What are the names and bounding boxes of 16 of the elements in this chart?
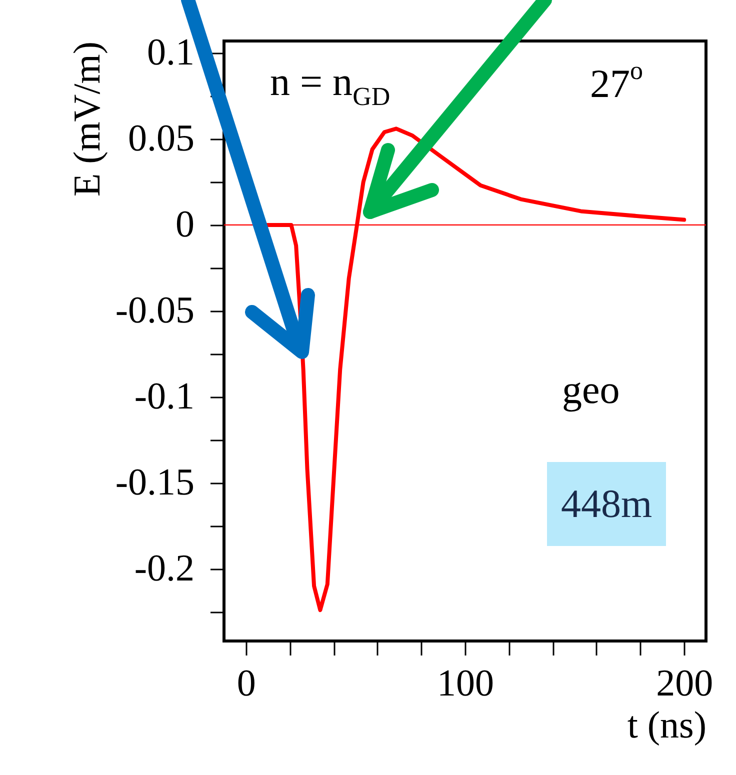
y-tick-label: -0.1 [134,375,194,418]
x-tick-label: 0 [236,662,256,704]
x-axis-title: t (ns) [627,704,706,746]
x-tick-label: 100 [437,662,494,704]
annotation: geo [562,367,620,412]
y-tick-label: 0.1 [147,32,194,74]
annotation: 448m [547,462,666,546]
y-axis-title: E (mV/m) [66,42,108,197]
y-tick-label: -0.15 [115,461,194,504]
y-tick-label: -0.05 [115,289,194,332]
x-tick-label: 200 [656,662,714,704]
y-tick-label: 0 [176,203,194,246]
annotation: 27$^{o}$ [590,56,643,106]
y-tick-label: -0.2 [134,547,194,590]
y-tick-label: 0.05 [128,117,194,160]
annotation: n = n$_{GD}$ [270,59,390,111]
